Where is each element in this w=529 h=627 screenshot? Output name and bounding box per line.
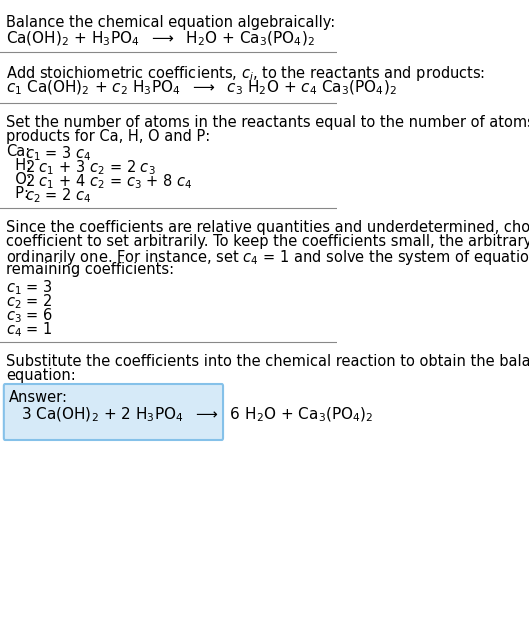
- Text: Ca(OH)$_2$ + H$_3$PO$_4$  $\longrightarrow$  H$_2$O + Ca$_3$(PO$_4$)$_2$: Ca(OH)$_2$ + H$_3$PO$_4$ $\longrightarro…: [6, 30, 315, 48]
- Text: P:: P:: [6, 186, 30, 201]
- Text: $c_1$ = 3: $c_1$ = 3: [6, 278, 53, 297]
- Text: $c_4$ = 1: $c_4$ = 1: [6, 320, 53, 339]
- Text: $c_1$ = 3 $c_4$: $c_1$ = 3 $c_4$: [25, 144, 92, 162]
- Text: 2 $c_1$ + 3 $c_2$ = 2 $c_3$: 2 $c_1$ + 3 $c_2$ = 2 $c_3$: [25, 158, 156, 177]
- Text: H:: H:: [6, 158, 32, 173]
- Text: Since the coefficients are relative quantities and underdetermined, choose a: Since the coefficients are relative quan…: [6, 220, 529, 235]
- Text: Answer:: Answer:: [9, 390, 68, 405]
- Text: remaining coefficients:: remaining coefficients:: [6, 262, 175, 277]
- Text: 2 $c_1$ + 4 $c_2$ = $c_3$ + 8 $c_4$: 2 $c_1$ + 4 $c_2$ = $c_3$ + 8 $c_4$: [25, 172, 193, 191]
- FancyBboxPatch shape: [4, 384, 223, 440]
- Text: ordinarily one. For instance, set $c_4$ = 1 and solve the system of equations fo: ordinarily one. For instance, set $c_4$ …: [6, 248, 529, 267]
- Text: equation:: equation:: [6, 368, 76, 383]
- Text: Set the number of atoms in the reactants equal to the number of atoms in the: Set the number of atoms in the reactants…: [6, 115, 529, 130]
- Text: Substitute the coefficients into the chemical reaction to obtain the balanced: Substitute the coefficients into the che…: [6, 354, 529, 369]
- Text: Balance the chemical equation algebraically:: Balance the chemical equation algebraica…: [6, 15, 335, 30]
- Text: coefficient to set arbitrarily. To keep the coefficients small, the arbitrary va: coefficient to set arbitrarily. To keep …: [6, 234, 529, 249]
- Text: $c_2$ = 2: $c_2$ = 2: [6, 292, 53, 311]
- Text: $c_2$ = 2 $c_4$: $c_2$ = 2 $c_4$: [25, 186, 92, 204]
- Text: Ca:: Ca:: [6, 144, 31, 159]
- Text: Add stoichiometric coefficients, $c_i$, to the reactants and products:: Add stoichiometric coefficients, $c_i$, …: [6, 64, 486, 83]
- Text: O:: O:: [6, 172, 32, 187]
- Text: $c_1$ Ca(OH)$_2$ + $c_2$ H$_3$PO$_4$  $\longrightarrow$  $c_3$ H$_2$O + $c_4$ Ca: $c_1$ Ca(OH)$_2$ + $c_2$ H$_3$PO$_4$ $\l…: [6, 79, 397, 97]
- Text: $c_3$ = 6: $c_3$ = 6: [6, 306, 53, 325]
- Text: products for Ca, H, O and P:: products for Ca, H, O and P:: [6, 129, 211, 144]
- Text: 3 Ca(OH)$_2$ + 2 H$_3$PO$_4$  $\longrightarrow$  6 H$_2$O + Ca$_3$(PO$_4$)$_2$: 3 Ca(OH)$_2$ + 2 H$_3$PO$_4$ $\longright…: [21, 406, 373, 424]
